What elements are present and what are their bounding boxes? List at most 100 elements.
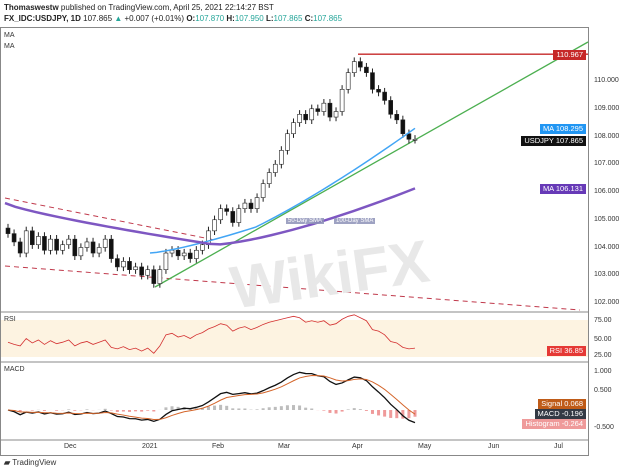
histogram-bar bbox=[243, 408, 247, 410]
last-price-tag: USDJPY 107.865 bbox=[521, 136, 586, 146]
candle bbox=[309, 108, 315, 121]
histogram-bar bbox=[413, 410, 417, 417]
chart-frame bbox=[0, 27, 589, 456]
candle bbox=[394, 114, 400, 121]
candle bbox=[321, 102, 327, 112]
publish-line: Thomaswestw published on TradingView.com… bbox=[4, 3, 274, 12]
candle bbox=[248, 202, 254, 209]
price-tick: 110.000 bbox=[594, 77, 619, 84]
candle bbox=[60, 244, 65, 251]
high: 107.950 bbox=[234, 14, 264, 23]
candle bbox=[187, 252, 193, 259]
sma50-label: 50-Day SMA bbox=[286, 218, 325, 224]
ma50-tag: MA 108.295 bbox=[539, 124, 586, 134]
histogram-bar bbox=[358, 409, 362, 410]
histogram-bar bbox=[237, 408, 241, 410]
candle bbox=[145, 269, 151, 276]
candle bbox=[351, 61, 357, 73]
o-label: O: bbox=[186, 14, 196, 23]
ma-tag-label: MA bbox=[542, 124, 554, 133]
candle bbox=[345, 72, 351, 90]
histogram-bar bbox=[279, 406, 283, 410]
time-tick: Feb bbox=[212, 443, 225, 450]
change: +0.007 (+0.01%) bbox=[124, 14, 185, 23]
candle bbox=[236, 208, 242, 223]
price-tick: 108.000 bbox=[594, 132, 620, 140]
candle bbox=[212, 219, 217, 232]
histogram-bar bbox=[261, 408, 265, 410]
author: Thomaswestw bbox=[4, 3, 59, 12]
macd-value: -0.196 bbox=[561, 409, 583, 418]
histogram-bar bbox=[328, 410, 332, 413]
candle bbox=[108, 238, 114, 259]
signal-tag: Signal 0.068 bbox=[538, 399, 586, 409]
histogram-bar bbox=[298, 405, 302, 410]
rsi-tick: 50.00 bbox=[594, 336, 612, 343]
symbol: FX_IDC:USDJPY, 1D bbox=[4, 14, 81, 23]
histogram-bar bbox=[225, 405, 229, 410]
brand-name: TradingView bbox=[12, 458, 57, 467]
open: 107.870 bbox=[195, 14, 225, 23]
candle bbox=[358, 61, 363, 68]
candle bbox=[370, 72, 375, 90]
close: 107.865 bbox=[313, 14, 343, 23]
low: 107.865 bbox=[273, 14, 303, 23]
histogram-bar bbox=[146, 410, 150, 411]
histogram-bar bbox=[370, 410, 374, 414]
candle bbox=[23, 230, 29, 254]
candle bbox=[285, 133, 290, 151]
upper-channel-line bbox=[4, 197, 216, 241]
candle bbox=[364, 66, 369, 73]
sma50-line bbox=[149, 127, 416, 254]
time-tick: Mar bbox=[278, 443, 291, 450]
tradingview-logo[interactable]: ▰ TradingView bbox=[4, 458, 56, 467]
histogram-bar bbox=[292, 405, 296, 410]
histogram-bar bbox=[206, 406, 210, 410]
macd-tick: 0.500 bbox=[594, 387, 612, 394]
macd-tick: 1.000 bbox=[594, 368, 612, 375]
symbol-line: FX_IDC:USDJPY, 1D 107.865 ▲ +0.007 (+0.0… bbox=[4, 14, 342, 23]
histogram-bar bbox=[352, 408, 356, 410]
candle bbox=[224, 208, 229, 212]
price-tick: 104.000 bbox=[594, 243, 620, 251]
candle bbox=[66, 238, 72, 246]
histogram-tag: Histogram -0.264 bbox=[522, 419, 586, 429]
ma-tag-label: MA bbox=[542, 184, 554, 193]
histogram-bar bbox=[383, 410, 387, 417]
rsi-line bbox=[7, 314, 416, 354]
candle bbox=[139, 266, 144, 276]
candle bbox=[218, 208, 223, 221]
price-tick: 109.000 bbox=[594, 104, 620, 112]
candle bbox=[102, 238, 108, 248]
time-tick: 2021 bbox=[142, 443, 158, 450]
histogram-bar bbox=[334, 410, 338, 414]
candle bbox=[42, 236, 47, 251]
rsi-tag: RSI 36.85 bbox=[546, 346, 586, 356]
candle bbox=[279, 150, 284, 165]
resistance-tag: 110.967 bbox=[553, 50, 586, 60]
candle bbox=[151, 269, 157, 284]
ma50-value: 108.295 bbox=[555, 124, 583, 133]
up-arrow-icon: ▲ bbox=[114, 14, 123, 23]
candle bbox=[388, 100, 394, 115]
histogram-bar bbox=[285, 405, 289, 410]
histogram-bar bbox=[377, 410, 381, 416]
histogram-bar bbox=[170, 406, 174, 410]
signal-line bbox=[7, 375, 416, 420]
histogram-bar bbox=[389, 410, 393, 418]
histogram-bar bbox=[127, 410, 131, 412]
macd-tick: -0.500 bbox=[594, 424, 614, 431]
histogram-bar bbox=[115, 410, 119, 412]
candle bbox=[84, 241, 90, 248]
rsi-legend: RSI bbox=[4, 316, 16, 323]
candle bbox=[272, 163, 278, 173]
macd-tag: MACD -0.196 bbox=[534, 409, 586, 419]
histogram-bar bbox=[407, 410, 411, 419]
histogram-bar bbox=[213, 405, 217, 410]
histogram-bar bbox=[30, 410, 34, 411]
candle bbox=[230, 211, 236, 223]
candle bbox=[90, 241, 96, 254]
candle bbox=[127, 261, 132, 270]
price-tick: 106.000 bbox=[594, 188, 620, 195]
